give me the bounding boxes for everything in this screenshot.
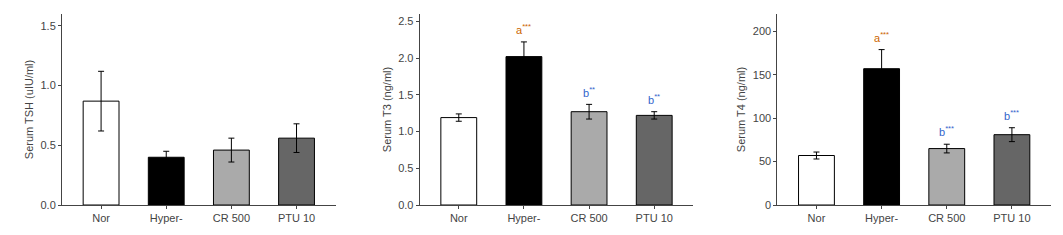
svg-text:CR 500: CR 500 bbox=[213, 212, 250, 224]
svg-text:2.0: 2.0 bbox=[398, 52, 413, 64]
svg-text:Hyper-: Hyper- bbox=[150, 212, 183, 224]
svg-text:PTU 10: PTU 10 bbox=[278, 212, 315, 224]
svg-text:CR 500: CR 500 bbox=[928, 212, 965, 224]
svg-text:0.0: 0.0 bbox=[398, 199, 413, 211]
svg-text:Hyper-: Hyper- bbox=[865, 212, 898, 224]
svg-text:1.0: 1.0 bbox=[398, 125, 413, 137]
svg-text:a​***​: a​***​ bbox=[516, 22, 531, 36]
svg-text:150: 150 bbox=[753, 69, 771, 81]
svg-text:Serum T4 (ng/ml): Serum T4 (ng/ml) bbox=[735, 67, 747, 152]
svg-text:1.5: 1.5 bbox=[398, 89, 413, 101]
svg-text:PTU 10: PTU 10 bbox=[993, 212, 1030, 224]
svg-text:0.0: 0.0 bbox=[41, 199, 56, 211]
svg-text:b​***​: b​***​ bbox=[1004, 108, 1019, 122]
svg-text:Serum TSH (uIU/ml): Serum TSH (uIU/ml) bbox=[23, 60, 35, 159]
svg-text:a​***​: a​***​ bbox=[874, 30, 889, 44]
svg-text:Nor: Nor bbox=[450, 212, 468, 224]
svg-text:0.5: 0.5 bbox=[41, 139, 56, 151]
svg-text:1.5: 1.5 bbox=[41, 20, 56, 32]
svg-text:Nor: Nor bbox=[808, 212, 826, 224]
svg-text:b​**​: b​**​ bbox=[648, 92, 660, 106]
svg-text:100: 100 bbox=[753, 112, 771, 124]
svg-text:PTU 10: PTU 10 bbox=[636, 212, 673, 224]
svg-text:50: 50 bbox=[759, 155, 771, 167]
svg-text:Hyper-: Hyper- bbox=[507, 212, 540, 224]
svg-text:b​***​: b​***​ bbox=[939, 124, 954, 138]
svg-text:200: 200 bbox=[753, 25, 771, 37]
svg-text:Serum T3 (ng/ml): Serum T3 (ng/ml) bbox=[381, 67, 393, 152]
svg-text:1.0: 1.0 bbox=[41, 79, 56, 91]
svg-text:0.5: 0.5 bbox=[398, 162, 413, 174]
svg-text:Nor: Nor bbox=[92, 212, 110, 224]
svg-text:2.5: 2.5 bbox=[398, 15, 413, 27]
svg-text:b​**​: b​**​ bbox=[583, 85, 595, 99]
svg-text:CR 500: CR 500 bbox=[570, 212, 607, 224]
svg-text:0: 0 bbox=[765, 199, 771, 211]
